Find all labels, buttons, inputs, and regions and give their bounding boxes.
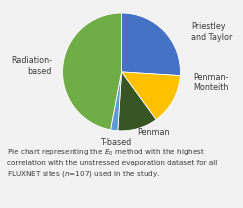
Wedge shape — [122, 13, 181, 76]
Wedge shape — [118, 72, 156, 131]
Wedge shape — [111, 72, 122, 131]
Text: Pie chart representing the $E_0$ method with the highest
correlation with the un: Pie chart representing the $E_0$ method … — [7, 148, 217, 179]
Text: Penman-
Monteith: Penman- Monteith — [193, 73, 229, 92]
Text: T-based: T-based — [100, 138, 131, 147]
Text: Radiation-
based: Radiation- based — [11, 56, 52, 76]
Wedge shape — [122, 72, 180, 120]
Text: Penman: Penman — [138, 128, 170, 137]
Wedge shape — [62, 13, 122, 130]
Text: Priestley
and Taylor: Priestley and Taylor — [191, 22, 232, 42]
